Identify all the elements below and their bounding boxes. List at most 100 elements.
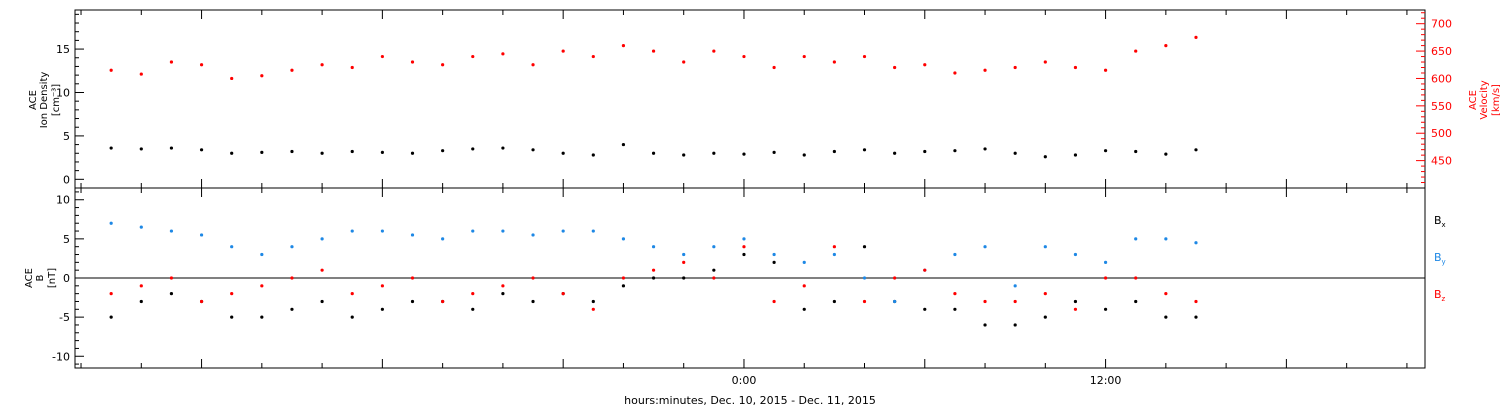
bx-point (983, 323, 987, 327)
bz-point (1194, 299, 1198, 304)
velocity-point (441, 63, 445, 67)
by-point (742, 237, 746, 241)
by-point (1164, 237, 1168, 241)
by-point (1073, 252, 1078, 257)
bz-point (712, 276, 716, 280)
magnetic-field-axis-title-line3: [nT] (47, 268, 58, 288)
by-point (682, 252, 686, 257)
x-tick-label-0000: 0:00 (732, 374, 757, 387)
bx-point (290, 307, 294, 311)
by-point (139, 225, 143, 229)
velocity-axis-title-line2: Velocity (1479, 80, 1490, 119)
magnetic-field-tick-label: 5 (63, 233, 70, 246)
by-point (1194, 241, 1198, 245)
bz-point (139, 284, 143, 288)
density-point (923, 149, 927, 154)
by-point (260, 252, 264, 257)
bz-point (441, 299, 445, 304)
bx-point (1194, 315, 1198, 319)
by-point (893, 299, 897, 304)
by-point (772, 252, 776, 257)
legend-entry-bz: Bz (1434, 288, 1446, 303)
bx-point (591, 299, 595, 304)
by-point (862, 276, 867, 280)
bx-point (380, 307, 384, 311)
velocity-point (953, 71, 957, 75)
density-tick-label: 0 (63, 173, 70, 186)
bx-point (1043, 315, 1047, 319)
legend-entry-bx: Bx (1434, 214, 1446, 229)
velocity-point (621, 44, 626, 48)
density-point (1103, 149, 1108, 153)
velocity-point (139, 72, 143, 76)
bx-point (230, 315, 234, 319)
bz-point (1073, 307, 1078, 311)
by-point (621, 237, 626, 241)
bx-point (742, 252, 746, 257)
bz-point (109, 292, 113, 296)
velocity-point (501, 52, 505, 56)
density-point (802, 153, 806, 157)
by-point (230, 245, 234, 249)
velocity-point (199, 63, 204, 67)
density-point (682, 153, 686, 157)
legend-entry-by: By (1434, 251, 1446, 266)
by-point (1103, 260, 1108, 264)
bz-point (230, 292, 234, 296)
bx-point (501, 292, 505, 296)
bx-point (1103, 307, 1108, 311)
velocity-tick-label: 600 (1431, 72, 1452, 85)
density-point (380, 150, 384, 154)
velocity-point (682, 60, 686, 64)
by-point (531, 233, 535, 237)
bz-point (802, 284, 806, 288)
bz-point (531, 276, 535, 280)
velocity-point (923, 63, 927, 67)
magnetic-field-tick-label: 10 (56, 194, 70, 207)
density-point (320, 151, 324, 155)
bx-point (712, 268, 716, 272)
velocity-point (350, 65, 354, 70)
legend-by-sub: y (1442, 258, 1446, 266)
bz-point (862, 299, 867, 304)
by-point (199, 233, 204, 237)
bx-point (531, 299, 535, 304)
bz-point (380, 284, 384, 288)
by-point (651, 245, 656, 249)
bz-point (350, 292, 354, 296)
bz-point (651, 268, 656, 272)
bx-point (802, 307, 806, 311)
bx-point (651, 276, 656, 280)
bx-point (953, 307, 957, 311)
legend-bx-sub: x (1442, 221, 1446, 229)
density-point (230, 151, 234, 155)
bx-point (862, 245, 867, 249)
by-point (169, 229, 174, 233)
bx-point (682, 276, 686, 280)
density-point (862, 148, 867, 152)
velocity-point (260, 74, 264, 78)
density-point (1073, 153, 1078, 157)
velocity-point (169, 60, 174, 64)
velocity-point (320, 63, 324, 67)
density-point (1194, 148, 1198, 152)
velocity-point (591, 54, 595, 59)
density-point (772, 150, 776, 154)
bz-point (1164, 292, 1168, 296)
by-point (380, 229, 384, 233)
velocity-point (893, 65, 897, 70)
velocity-axis-title-line1: ACE (1468, 90, 1479, 110)
velocity-point (1043, 60, 1047, 64)
velocity-point (1164, 44, 1168, 48)
velocity-point (742, 54, 746, 59)
bx-point (169, 292, 174, 296)
density-axis-title: ACE Ion Density [cm⁻³] (28, 72, 62, 129)
by-point (802, 260, 806, 264)
magnetic-field-axis-title-line1: ACE (24, 268, 35, 288)
bz-point (260, 284, 264, 288)
by-point (1013, 284, 1017, 288)
velocity-tick-label: 450 (1431, 155, 1452, 168)
density-axis-title-line3: [cm⁻³] (51, 84, 62, 116)
